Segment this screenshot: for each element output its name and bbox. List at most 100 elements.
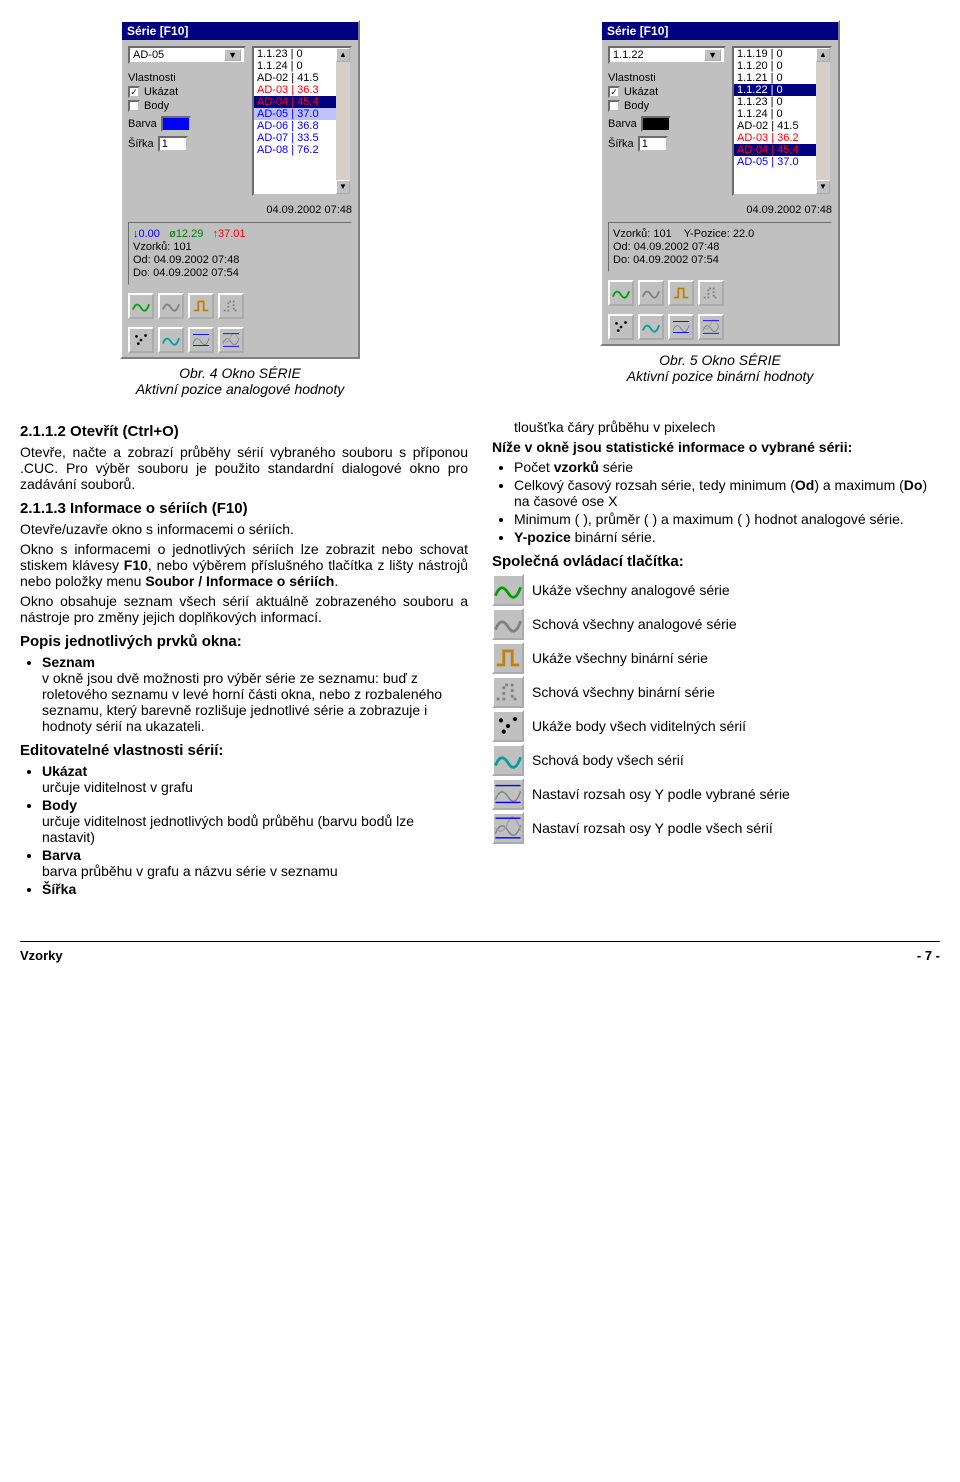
p-213-3: Okno obsahuje seznam všech sérií aktuáln… [20,593,468,625]
stat-vzorku: Vzorků: 101 [613,228,672,240]
heading-213: 2.1.1.3 Informace o sériích (F10) [20,500,468,517]
dropdown-right[interactable]: 1.1.22 ▼ [608,46,726,64]
hide-points-button[interactable] [492,744,524,776]
scroll-up-icon[interactable]: ▲ [336,48,350,62]
list-item[interactable]: AD-07 | 33.5 [254,132,336,144]
list-item[interactable]: 1.1.23 | 0 [734,96,816,108]
body-label: Body [144,100,169,112]
footer-right: - 7 - [917,948,940,963]
hide-analog-button[interactable] [158,293,184,319]
hide-binary-button[interactable] [218,293,244,319]
show-points-button[interactable] [492,710,524,742]
edit-list-item: Šířka [42,881,468,897]
hide-binary-button[interactable] [698,280,724,306]
control-row: Ukáže všechny analogové série [492,574,940,606]
barva-swatch-right[interactable] [641,116,671,132]
control-label: Ukáže všechny analogové série [532,582,730,598]
ukazat-checkbox-right[interactable]: ✓ [608,86,620,98]
timestamp-left: 04.09.2002 07:48 [122,202,358,218]
sirka-input-left[interactable]: 1 [158,136,188,152]
list-item[interactable]: AD-08 | 76.2 [254,144,336,156]
dropdown-left[interactable]: AD-05 ▼ [128,46,246,64]
hide-binary-button[interactable] [492,676,524,708]
control-row: Ukáže body všech viditelných sérií [492,710,940,742]
yrange-sel-button[interactable] [492,778,524,810]
scroll-down-icon[interactable]: ▼ [816,180,830,194]
stat-do: Do: 04.09.2002 07:54 [133,267,347,279]
list-item[interactable]: 1.1.20 | 0 [734,60,816,72]
listbox-left[interactable]: 1.1.23 | 01.1.24 | 0AD-02 | 41.5AD-03 | … [252,46,352,196]
sirka-label: Šířka [128,138,154,150]
show-points-button[interactable] [128,327,154,353]
list-item[interactable]: 1.1.24 | 0 [254,60,336,72]
list-item[interactable]: AD-03 | 36.2 [734,132,816,144]
list-item[interactable]: AD-02 | 41.5 [254,72,336,84]
yrange-all-button[interactable] [218,327,244,353]
yrange-all-button[interactable] [698,314,724,340]
nize-item: Celkový časový rozsah série, tedy minimu… [514,477,940,509]
list-item[interactable]: 1.1.21 | 0 [734,72,816,84]
list-item[interactable]: AD-05 | 37.0 [254,108,336,120]
list-item-seznam: Seznam v okně jsou dvě možnosti pro výbě… [42,654,468,734]
hide-points-button[interactable] [638,314,664,340]
ukazat-checkbox-left[interactable]: ✓ [128,86,140,98]
list-item[interactable]: AD-05 | 37.0 [734,156,816,168]
control-label: Schová všechny binární série [532,684,715,700]
p-212: Otevře, načte a zobrazí průběhy sérií vy… [20,444,468,492]
caption-right-title: Obr. 5 Okno SÉRIE [627,352,814,368]
p-213-1: Otevře/uzavře okno s informacemi o sérií… [20,521,468,537]
show-points-button[interactable] [608,314,634,340]
list-item[interactable]: 1.1.23 | 0 [254,48,336,60]
body-checkbox-right[interactable] [608,100,620,112]
scrollbar-left[interactable]: ▲ ▼ [336,48,350,194]
edit-heading: Editovatelné vlastnosti sérií: [20,742,468,759]
show-analog-button[interactable] [128,293,154,319]
hide-analog-button[interactable] [638,280,664,306]
barva-label: Barva [608,118,637,130]
spolecna-heading: Společná ovládací tlačítka: [492,553,940,570]
show-analog-button[interactable] [492,574,524,606]
nize-item: Minimum ( ), průměr ( ) a maximum ( ) ho… [514,511,940,527]
edit-list-item: Bodyurčuje viditelnost jednotlivých bodů… [42,797,468,845]
show-binary-button[interactable] [668,280,694,306]
chevron-down-icon[interactable]: ▼ [224,49,241,61]
body-checkbox-left[interactable] [128,100,140,112]
nize-heading: Níže v okně jsou statistické informace o… [492,439,940,455]
titlebar-left: Série [F10] [122,22,358,40]
yrange-sel-button[interactable] [188,327,214,353]
list-item[interactable]: 1.1.22 | 0 [734,84,816,96]
stat-od: Od: 04.09.2002 07:48 [133,254,347,266]
hide-analog-button[interactable] [492,608,524,640]
scrollbar-right[interactable]: ▲ ▼ [816,48,830,194]
heading-212: 2.1.1.2 Otevřít (Ctrl+O) [20,423,468,440]
barva-label: Barva [128,118,157,130]
yrange-all-button[interactable] [492,812,524,844]
list-item[interactable]: AD-04 | 45.4 [734,144,816,156]
scroll-down-icon[interactable]: ▼ [336,180,350,194]
hide-points-button[interactable] [158,327,184,353]
props-label: Vlastnosti [608,72,726,84]
stats-left: ↓0.00 ø12.29 ↑37.01 Vzorků: 101 Od: 04.0… [128,222,352,285]
list-item[interactable]: AD-06 | 36.8 [254,120,336,132]
stats-right: Vzorků: 101 Y-Pozice: 22.0 Od: 04.09.200… [608,222,832,272]
listbox-right[interactable]: 1.1.19 | 01.1.20 | 01.1.21 | 01.1.22 | 0… [732,46,832,196]
list-item[interactable]: AD-02 | 41.5 [734,120,816,132]
show-analog-button[interactable] [608,280,634,306]
edit-list-item: Barvabarva průběhu v grafu a názvu série… [42,847,468,879]
p-sirka-cont: tloušťka čáry průběhu v pixelech [492,419,940,435]
titlebar-right: Série [F10] [602,22,838,40]
control-label: Nastaví rozsah osy Y podle všech sérií [532,820,773,836]
chevron-down-icon[interactable]: ▼ [704,49,721,61]
list-item[interactable]: AD-04 | 45.4 [254,96,336,108]
list-item[interactable]: 1.1.19 | 0 [734,48,816,60]
sirka-label: Šířka [608,138,634,150]
yrange-sel-button[interactable] [668,314,694,340]
scroll-up-icon[interactable]: ▲ [816,48,830,62]
show-binary-button[interactable] [492,642,524,674]
barva-swatch-left[interactable] [161,116,191,132]
list-item[interactable]: AD-03 | 36.3 [254,84,336,96]
show-binary-button[interactable] [188,293,214,319]
body-label: Body [624,100,649,112]
list-item[interactable]: 1.1.24 | 0 [734,108,816,120]
sirka-input-right[interactable]: 1 [638,136,668,152]
